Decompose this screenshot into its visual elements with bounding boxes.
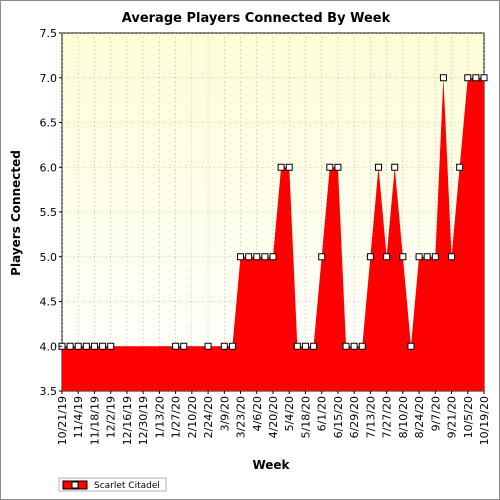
data-point [237, 253, 245, 261]
data-point [90, 342, 98, 350]
data-point [399, 253, 407, 261]
legend: Scarlet Citadel [58, 477, 167, 492]
data-point [318, 253, 326, 261]
y-tick-label: 3.5 [40, 385, 58, 398]
data-point [180, 342, 188, 350]
y-tick-label: 7.5 [40, 27, 58, 40]
series-markers [58, 74, 488, 350]
x-tick-label: 10/19/20 [478, 396, 491, 445]
data-point [350, 342, 358, 350]
x-tick-label: 9/21/20 [446, 396, 459, 438]
data-point [407, 342, 415, 350]
x-tick-label: 9/7/20 [429, 396, 442, 431]
x-tick-label: 1/13/20 [153, 396, 166, 438]
data-point [99, 342, 107, 350]
y-tick-label: 4.0 [40, 340, 58, 353]
x-tick-label: 5/18/20 [299, 396, 312, 438]
data-point [228, 342, 236, 350]
x-tick-label: 10/5/20 [462, 396, 475, 438]
series-area-scarlet-citadel [62, 77, 484, 391]
data-point [253, 253, 261, 261]
data-point [464, 74, 472, 82]
data-point [66, 342, 74, 350]
y-tick-label: 6.5 [40, 117, 58, 130]
x-tick-label: 12/30/19 [137, 396, 150, 445]
x-tick-label: 12/2/19 [105, 396, 118, 438]
x-axis-ticks: 10/21/19 11/4/19 11/18/19 12/2/19 12/16/19 12… [56, 391, 491, 445]
data-point [358, 342, 366, 350]
data-point [391, 163, 399, 171]
x-tick-label: 12/16/19 [121, 396, 134, 445]
x-tick-label: 1/27/20 [170, 396, 183, 438]
x-tick-label: 3/9/20 [218, 396, 231, 431]
data-point [269, 253, 277, 261]
data-point [448, 253, 456, 261]
x-tick-label: 3/23/20 [235, 396, 248, 438]
data-point [74, 342, 82, 350]
x-tick-label: 11/4/19 [72, 396, 85, 438]
data-point [456, 163, 464, 171]
data-point [480, 74, 488, 82]
data-point [245, 253, 253, 261]
data-point [82, 342, 90, 350]
x-axis-title: Week [252, 458, 290, 472]
x-tick-label: 6/1/20 [316, 396, 329, 431]
x-tick-label: 7/27/20 [381, 396, 394, 438]
y-tick-label: 5.5 [40, 206, 58, 219]
data-point [366, 253, 374, 261]
x-tick-label: 10/21/19 [56, 396, 69, 445]
data-point [375, 163, 382, 171]
data-point [261, 253, 269, 261]
data-point [415, 253, 423, 261]
y-axis-title: Players Connected [9, 150, 23, 276]
data-point [431, 253, 439, 261]
x-tick-label: 2/10/20 [186, 396, 199, 438]
data-point [293, 342, 301, 350]
y-tick-label: 5.0 [40, 251, 58, 264]
data-point [107, 342, 115, 350]
x-tick-label: 7/13/20 [364, 396, 377, 438]
x-tick-label: 4/6/20 [251, 396, 264, 431]
x-tick-label: 11/18/19 [88, 396, 101, 445]
data-point [301, 342, 309, 350]
x-tick-label: 8/24/20 [413, 396, 426, 438]
data-point [472, 74, 480, 82]
y-axis-ticks: 3.5 4.0 4.5 5.0 5.5 6.0 6.5 7.0 7.5 [40, 27, 62, 398]
data-point [285, 163, 293, 171]
x-tick-label: 4/20/20 [267, 396, 280, 438]
legend-marker [71, 481, 79, 489]
data-point [326, 163, 334, 171]
data-point [423, 253, 431, 261]
data-point [342, 342, 350, 350]
data-point [220, 342, 228, 350]
data-point [334, 163, 342, 171]
data-point [277, 163, 285, 171]
legend-label: Scarlet Citadel [94, 481, 160, 491]
y-tick-label: 7.0 [40, 72, 58, 85]
y-tick-label: 6.0 [40, 161, 58, 174]
x-tick-label: 5/4/20 [283, 396, 296, 431]
x-tick-label: 6/15/20 [332, 396, 345, 438]
data-point [172, 342, 180, 350]
chart-title: Average Players Connected By Week [122, 11, 391, 26]
y-tick-label: 4.5 [40, 296, 58, 309]
x-tick-label: 6/29/20 [348, 396, 361, 438]
data-point [204, 342, 212, 350]
data-point [439, 74, 447, 82]
x-tick-label: 2/24/20 [202, 396, 215, 438]
data-point [383, 253, 391, 261]
x-tick-label: 8/10/20 [397, 396, 410, 438]
data-point [310, 342, 318, 350]
